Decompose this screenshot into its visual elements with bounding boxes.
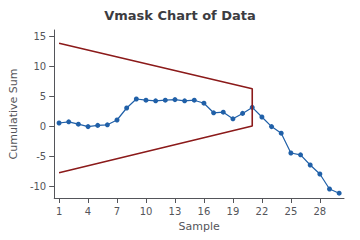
svg-text:Vmask Chart of Data: Vmask Chart of Data xyxy=(104,8,256,23)
svg-text:22: 22 xyxy=(256,206,269,217)
svg-text:15: 15 xyxy=(33,31,46,42)
svg-text:10: 10 xyxy=(140,206,153,217)
svg-text:13: 13 xyxy=(169,206,182,217)
svg-text:25: 25 xyxy=(285,206,298,217)
svg-text:7: 7 xyxy=(114,206,120,217)
svg-text:-10: -10 xyxy=(30,181,46,192)
svg-text:1: 1 xyxy=(56,206,62,217)
svg-text:Cumulative Sum: Cumulative Sum xyxy=(7,69,20,160)
svg-text:19: 19 xyxy=(227,206,240,217)
svg-text:16: 16 xyxy=(198,206,211,217)
svg-text:0: 0 xyxy=(40,121,46,132)
svg-text:10: 10 xyxy=(33,61,46,72)
svg-text:Sample: Sample xyxy=(178,220,219,233)
svg-text:28: 28 xyxy=(313,206,326,217)
svg-text:4: 4 xyxy=(85,206,91,217)
svg-text:5: 5 xyxy=(40,91,46,102)
svg-text:-5: -5 xyxy=(36,151,46,162)
